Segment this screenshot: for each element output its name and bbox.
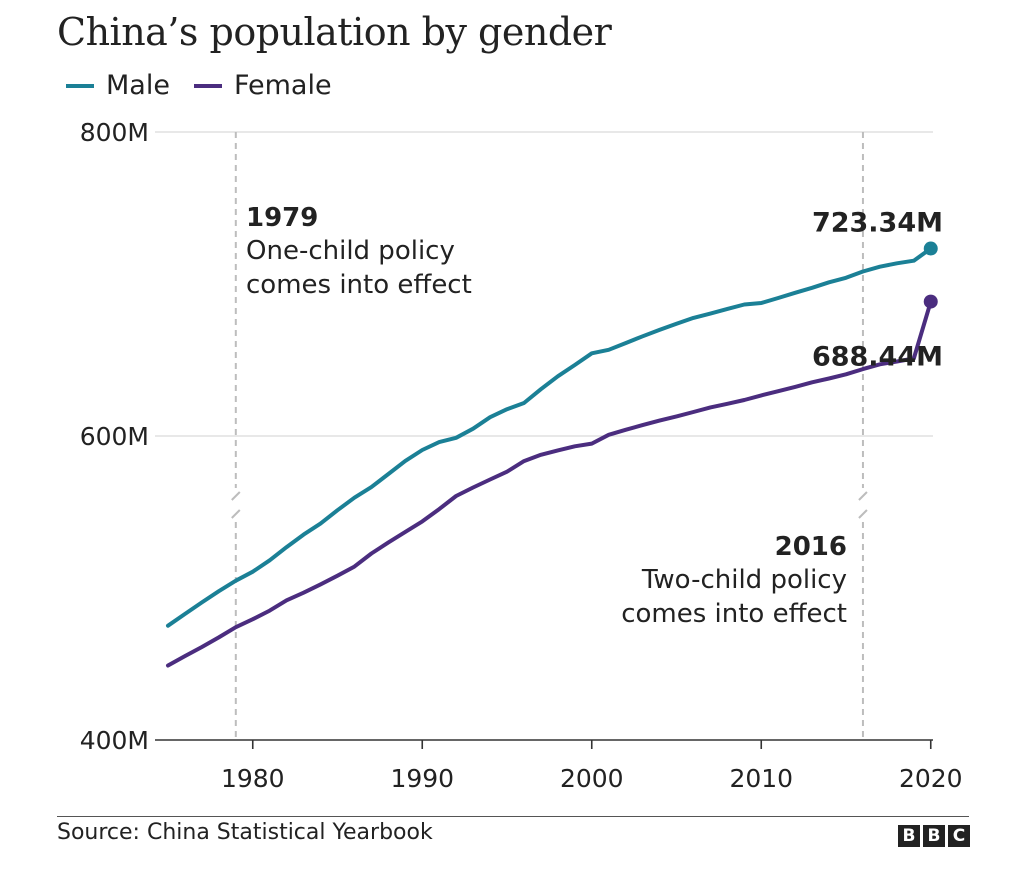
series-line-female bbox=[166, 299, 933, 668]
legend: Male Female bbox=[66, 70, 356, 101]
footer-divider bbox=[57, 816, 969, 817]
chart-title: China’s population by gender bbox=[57, 10, 612, 54]
annotation-heading: 1979 bbox=[246, 203, 318, 233]
annotation-text: comes into effect bbox=[621, 599, 847, 629]
legend-item-female: Female bbox=[193, 70, 332, 101]
x-tick-label: 2000 bbox=[560, 764, 624, 793]
legend-label-female: Female bbox=[233, 70, 332, 101]
y-tick-label: 800M bbox=[80, 118, 149, 147]
legend-swatch-male bbox=[66, 83, 94, 88]
annotation-text: comes into effect bbox=[246, 270, 472, 300]
legend-item-male: Male bbox=[66, 70, 170, 101]
y-tick-label: 400M bbox=[80, 726, 149, 755]
x-tick-label: 1990 bbox=[390, 764, 454, 793]
end-point-female bbox=[923, 294, 938, 309]
axis-break-mark bbox=[231, 491, 241, 519]
end-label-female: 688.44M bbox=[812, 342, 943, 373]
source-note: Source: China Statistical Yearbook bbox=[57, 820, 433, 845]
annotation-text: One-child policy bbox=[246, 236, 455, 266]
x-tick-label: 1980 bbox=[221, 764, 285, 793]
bbc-logo-letter: B bbox=[898, 825, 920, 847]
bbc-logo-letter: B bbox=[923, 825, 945, 847]
annotation-text: Two-child policy bbox=[641, 565, 847, 595]
end-point-male bbox=[923, 241, 938, 256]
y-tick-label: 600M bbox=[80, 422, 149, 451]
legend-label-male: Male bbox=[106, 70, 170, 101]
legend-swatch-female bbox=[193, 83, 222, 88]
end-label-male: 723.34M bbox=[812, 208, 943, 239]
series-line-male bbox=[166, 246, 933, 628]
axis-break-mark bbox=[858, 491, 868, 519]
x-tick-label: 2010 bbox=[729, 764, 793, 793]
bbc-logo: B B C bbox=[898, 825, 973, 847]
bbc-logo-letter: C bbox=[948, 825, 970, 847]
x-tick-label: 2020 bbox=[899, 764, 963, 793]
annotation-heading: 2016 bbox=[775, 532, 847, 562]
